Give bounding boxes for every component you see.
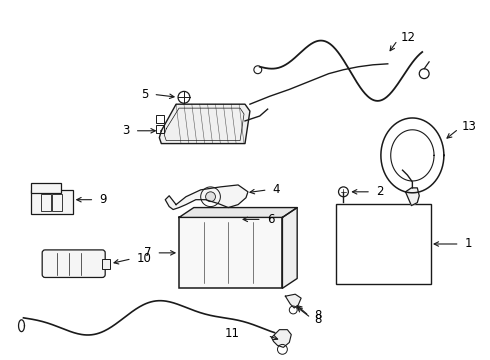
Bar — [156, 125, 164, 133]
Text: 2: 2 — [376, 185, 384, 198]
Bar — [102, 259, 110, 269]
Bar — [156, 115, 164, 123]
Circle shape — [206, 192, 216, 202]
Bar — [31, 183, 61, 193]
Text: 8: 8 — [314, 313, 321, 326]
Text: 5: 5 — [141, 88, 148, 101]
Bar — [179, 217, 282, 288]
Text: 6: 6 — [267, 213, 274, 226]
Bar — [31, 190, 73, 215]
Text: 9: 9 — [99, 193, 107, 206]
FancyBboxPatch shape — [42, 250, 105, 278]
Polygon shape — [282, 208, 297, 288]
Polygon shape — [285, 294, 301, 308]
Polygon shape — [406, 188, 419, 206]
Text: 13: 13 — [462, 120, 476, 133]
Text: 11: 11 — [225, 327, 240, 340]
Text: 12: 12 — [400, 31, 416, 44]
Text: 4: 4 — [272, 183, 280, 196]
Polygon shape — [271, 330, 291, 347]
Text: 8: 8 — [314, 309, 321, 322]
Text: 1: 1 — [465, 238, 472, 251]
Bar — [52, 194, 62, 211]
Text: 7: 7 — [144, 246, 151, 259]
Polygon shape — [159, 104, 250, 144]
Circle shape — [229, 216, 235, 222]
Polygon shape — [179, 208, 297, 217]
Text: 3: 3 — [122, 124, 130, 137]
Bar — [41, 194, 51, 211]
Polygon shape — [165, 185, 248, 210]
Text: 10: 10 — [137, 252, 151, 265]
